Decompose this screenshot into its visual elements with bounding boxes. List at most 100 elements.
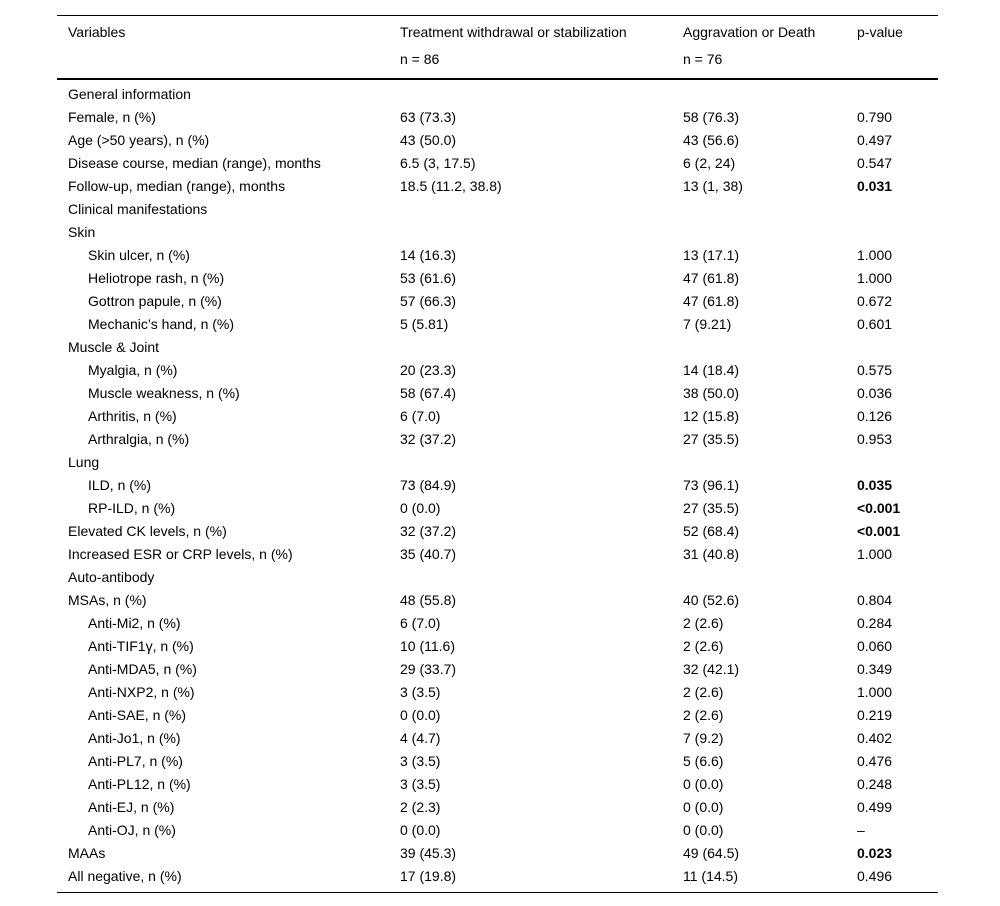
table-row: Muscle weakness, n (%) 58 (67.4) 38 (50.0)…	[57, 382, 938, 405]
p-value: 0.496	[857, 868, 893, 884]
group-2-value: 7 (9.2)	[683, 730, 724, 746]
row-label: Anti-NXP2, n (%)	[88, 684, 195, 700]
group-1-value: 32 (37.2)	[400, 431, 457, 447]
group-2-value: 6 (2, 24)	[683, 155, 736, 171]
row-label: Anti-Jo1, n (%)	[88, 730, 181, 746]
group-1-value: 53 (61.6)	[400, 270, 457, 286]
header-p-value: p-value	[857, 24, 903, 40]
table-row: Age (>50 years), n (%) 43 (50.0) 43 (56.6)…	[57, 129, 938, 152]
row-label: General information	[68, 86, 191, 102]
row-label: Mechanic’s hand, n (%)	[88, 316, 235, 332]
table-row: Arthritis, n (%) 6 (7.0) 12 (15.8) 0.126	[57, 405, 938, 428]
p-value: 1.000	[857, 684, 893, 700]
p-value: 0.499	[857, 799, 893, 815]
group-1-value: 35 (40.7)	[400, 546, 457, 562]
row-label: Anti-EJ, n (%)	[88, 799, 175, 815]
row-label: Female, n (%)	[68, 109, 156, 125]
group-1-value: 18.5 (11.2, 38.8)	[400, 178, 502, 194]
p-value: 0.031	[857, 178, 893, 194]
table-row: Anti-Mi2, n (%) 6 (7.0) 2 (2.6) 0.284	[57, 612, 938, 635]
group-2-value: 7 (9.21)	[683, 316, 732, 332]
group-1-value: 17 (19.8)	[400, 868, 457, 884]
group-1-value: 4 (4.7)	[400, 730, 441, 746]
p-value: 0.953	[857, 431, 893, 447]
p-value: 1.000	[857, 247, 893, 263]
group-1-value: 58 (67.4)	[400, 385, 457, 401]
row-label: Elevated CK levels, n (%)	[68, 523, 227, 539]
group-2-value: 0 (0.0)	[683, 776, 724, 792]
table-row: Anti-OJ, n (%) 0 (0.0) 0 (0.0) –	[57, 819, 938, 842]
header-group-2: Aggravation or Death	[683, 24, 816, 40]
row-label: Auto-antibody	[68, 569, 155, 585]
table-row: Anti-MDA5, n (%) 29 (33.7) 32 (42.1) 0.349	[57, 658, 938, 681]
p-value: 0.060	[857, 638, 893, 654]
table-row: Anti-TIF1γ, n (%) 10 (11.6) 2 (2.6) 0.060	[57, 635, 938, 658]
table-row: Clinical manifestations	[57, 198, 938, 221]
group-2-value: 73 (96.1)	[683, 477, 740, 493]
table-row: Anti-Jo1, n (%) 4 (4.7) 7 (9.2) 0.402	[57, 727, 938, 750]
group-2-value: 52 (68.4)	[683, 523, 740, 539]
row-label: Follow-up, median (range), months	[68, 178, 286, 194]
results-table: Variables Treatment withdrawal or stabil…	[57, 15, 938, 893]
group-2-value: 38 (50.0)	[683, 385, 740, 401]
row-label: Increased ESR or CRP levels, n (%)	[68, 546, 293, 562]
group-2-value: 2 (2.6)	[683, 638, 724, 654]
p-value: 0.219	[857, 707, 893, 723]
p-value: 0.601	[857, 316, 893, 332]
table-row: Anti-SAE, n (%) 0 (0.0) 2 (2.6) 0.219	[57, 704, 938, 727]
row-label: All negative, n (%)	[68, 868, 182, 884]
group-1-value: 0 (0.0)	[400, 500, 441, 516]
group-2-value: 27 (35.5)	[683, 431, 740, 447]
table-row: Mechanic’s hand, n (%) 5 (5.81) 7 (9.21) 0.…	[57, 313, 938, 336]
group-2-value: 2 (2.6)	[683, 615, 724, 631]
table-row: Skin ulcer, n (%) 14 (16.3) 13 (17.1) 1.000	[57, 244, 938, 267]
group-2-value: 13 (17.1)	[683, 247, 740, 263]
group-1-value: 6 (7.0)	[400, 408, 441, 424]
table-row: Heliotrope rash, n (%) 53 (61.6) 47 (61.8)…	[57, 267, 938, 290]
p-value: 0.036	[857, 385, 893, 401]
header-group-2-n: n = 76	[683, 51, 723, 67]
p-value: 1.000	[857, 270, 893, 286]
p-value: 0.349	[857, 661, 893, 677]
group-2-value: 0 (0.0)	[683, 799, 724, 815]
p-value: 0.497	[857, 132, 893, 148]
p-value: 0.672	[857, 293, 893, 309]
row-label: Age (>50 years), n (%)	[68, 132, 210, 148]
row-label: Clinical manifestations	[68, 201, 208, 217]
p-value: –	[857, 822, 865, 838]
group-2-value: 11 (14.5)	[683, 868, 738, 884]
p-value: <0.001	[857, 523, 901, 539]
group-1-value: 29 (33.7)	[400, 661, 457, 677]
row-label: MAAs	[68, 845, 106, 861]
table-header-row-1: Variables Treatment withdrawal or stabil…	[57, 19, 938, 46]
group-2-value: 58 (76.3)	[683, 109, 740, 125]
table-row: All negative, n (%) 17 (19.8) 11 (14.5) 0.4…	[57, 865, 938, 888]
group-2-value: 40 (52.6)	[683, 592, 740, 608]
group-1-value: 63 (73.3)	[400, 109, 457, 125]
table-row: Gottron papule, n (%) 57 (66.3) 47 (61.8) 0…	[57, 290, 938, 313]
group-1-value: 32 (37.2)	[400, 523, 457, 539]
group-2-value: 12 (15.8)	[683, 408, 740, 424]
group-1-value: 20 (23.3)	[400, 362, 457, 378]
group-1-value: 43 (50.0)	[400, 132, 457, 148]
group-1-value: 2 (2.3)	[400, 799, 441, 815]
table-row: Skin	[57, 221, 938, 244]
group-2-value: 14 (18.4)	[683, 362, 740, 378]
group-1-value: 10 (11.6)	[400, 638, 455, 654]
row-label: Heliotrope rash, n (%)	[88, 270, 225, 286]
group-2-value: 31 (40.8)	[683, 546, 740, 562]
p-value: 0.476	[857, 753, 893, 769]
group-1-value: 3 (3.5)	[400, 753, 441, 769]
row-label: Anti-Mi2, n (%)	[88, 615, 181, 631]
table-row: RP-ILD, n (%) 0 (0.0) 27 (35.5) <0.001	[57, 497, 938, 520]
row-label: Muscle weakness, n (%)	[88, 385, 240, 401]
p-value: 0.402	[857, 730, 893, 746]
row-label: MSAs, n (%)	[68, 592, 147, 608]
group-2-value: 43 (56.6)	[683, 132, 740, 148]
table-row: General information	[57, 83, 938, 106]
p-value: 0.284	[857, 615, 893, 631]
p-value: 0.023	[857, 845, 893, 861]
group-2-value: 0 (0.0)	[683, 822, 724, 838]
p-value: 0.790	[857, 109, 893, 125]
